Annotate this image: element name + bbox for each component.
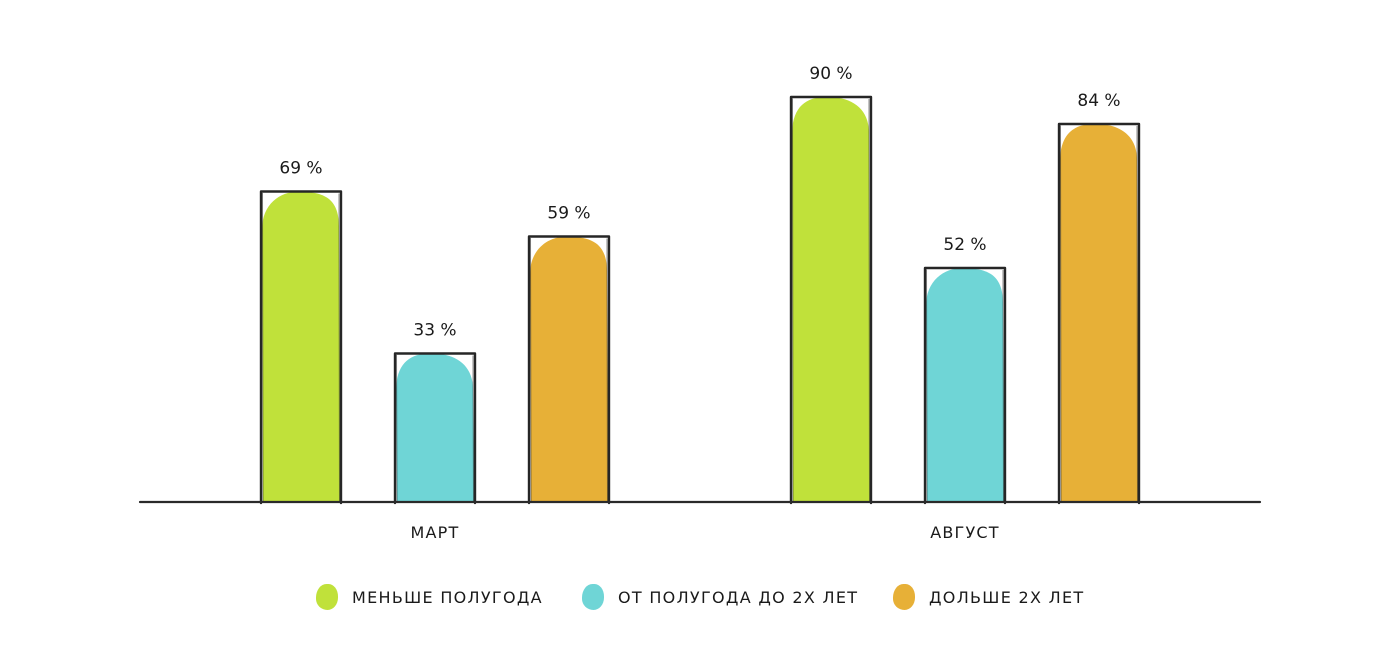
bar-outline-sketch [926, 269, 1004, 503]
bar-fill [1060, 123, 1139, 502]
x-tick-label: АВГУСТ [930, 523, 1000, 542]
bar-outline [527, 235, 611, 505]
bar-fill [530, 236, 609, 502]
bar-fill [396, 353, 475, 502]
x-tick-label: МАРТ [411, 523, 460, 542]
data-label: 84 % [1077, 91, 1120, 111]
bar-outline [393, 352, 477, 505]
bar-outline-sketch [792, 98, 870, 503]
bar-outline-sketch [1060, 125, 1138, 503]
legend-swatch [316, 584, 338, 610]
data-label: 59 % [547, 204, 590, 224]
legend-swatch [582, 584, 604, 610]
legend-item: ОТ ПОЛУГОДА ДО 2Х ЛЕТ [582, 580, 858, 614]
bar-fill [262, 191, 341, 502]
bar-outline [1057, 122, 1141, 505]
data-label: 52 % [943, 235, 986, 255]
bar-fill [926, 267, 1005, 502]
bar-outline-sketch [262, 192, 340, 503]
bar-outline-sketch [530, 237, 608, 503]
bars-layer [259, 95, 1141, 505]
legend-item: МЕНЬШЕ ПОЛУГОДА [316, 580, 543, 614]
bar-outline-sketch [396, 354, 474, 503]
legend-label: МЕНЬШЕ ПОЛУГОДА [352, 587, 543, 607]
data-label: 90 % [809, 64, 852, 84]
bar-outline [923, 266, 1007, 505]
legend-swatch [893, 584, 915, 610]
data-label: 33 % [413, 321, 456, 341]
data-label: 69 % [279, 159, 322, 179]
legend-label: ДОЛЬШЕ 2Х ЛЕТ [929, 587, 1085, 607]
bar-outline [789, 95, 873, 505]
legend-item: ДОЛЬШЕ 2Х ЛЕТ [893, 580, 1084, 614]
labels-layer: 69 % 33 % 59 % МАРТ 90 % 52 % 84 % АВГУСТ [279, 64, 1120, 542]
bar-fill [792, 96, 871, 502]
bar-outline [259, 190, 343, 505]
legend: МЕНЬШЕ ПОЛУГОДА ОТ ПОЛУГОДА ДО 2Х ЛЕТ ДОЛЬ… [0, 580, 1400, 614]
legend-label: ОТ ПОЛУГОДА ДО 2Х ЛЕТ [618, 587, 859, 607]
